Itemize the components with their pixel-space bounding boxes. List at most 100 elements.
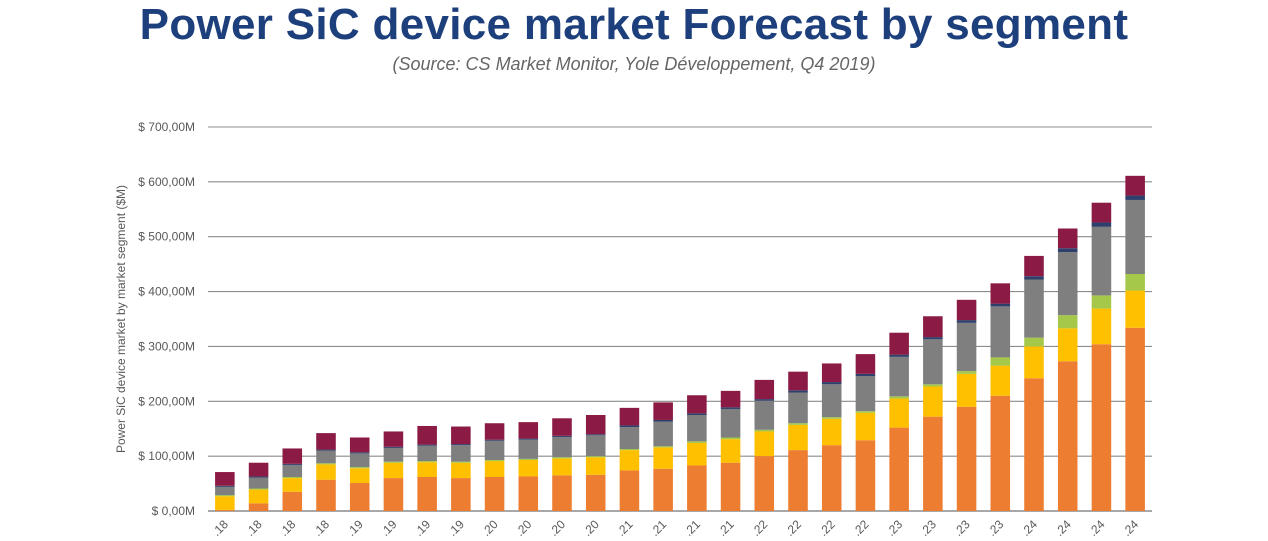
x-tick-label: .23: [917, 517, 939, 539]
bar-segment-4: [653, 421, 673, 447]
bar-segment-6: [619, 407, 640, 426]
bar-segment-6: [855, 354, 876, 374]
bar-segment-4: [788, 392, 808, 424]
bar-segment-4: [720, 408, 741, 438]
bar-segment-2: [619, 450, 640, 471]
bar-segment-2: [518, 459, 539, 477]
bar-segment-4: [316, 450, 336, 464]
x-tick-label: .24: [1120, 517, 1142, 539]
x-tick-label: .19: [412, 517, 434, 539]
bar-segment-3: [687, 441, 707, 443]
y-tick-label: $ 300,00M: [138, 339, 195, 353]
bar-segment-6: [585, 415, 606, 435]
x-tick-label: .24: [1018, 517, 1040, 539]
bar-segment-6: [1091, 202, 1112, 223]
bar-segment-4: [1125, 199, 1145, 275]
bar-segment-3: [215, 495, 235, 497]
bar-segment-3: [248, 488, 269, 490]
x-tick-label: .20: [546, 517, 568, 539]
bar-segment-3: [484, 459, 505, 462]
bar-segment-6: [1125, 175, 1145, 196]
bar-segment-2: [484, 461, 505, 477]
bar-segment-4: [619, 427, 640, 450]
bar-segment-3: [383, 461, 404, 463]
bar-segment-2: [855, 412, 876, 441]
bar-segment-4: [855, 376, 876, 412]
bar-segment-4: [552, 436, 572, 458]
bar-segment-5: [1091, 222, 1112, 227]
bar-segment-5: [720, 407, 741, 409]
bar-segment-1: [1125, 327, 1145, 511]
bar-segment-1: [990, 395, 1011, 511]
bar-segment-4: [248, 477, 269, 489]
x-tick-label: .21: [648, 517, 670, 539]
bar-segment-3: [889, 396, 909, 399]
bar-segment-1: [720, 462, 741, 511]
bar-segment-1: [788, 450, 808, 511]
bar-segment-6: [990, 283, 1011, 304]
bar-segment-4: [215, 486, 235, 496]
bar-segment-1: [687, 465, 707, 511]
y-tick-label: $ 0,00M: [152, 504, 195, 518]
bar-segment-4: [956, 322, 977, 372]
bar-segment-1: [889, 427, 909, 511]
bar-segment-1: [248, 503, 269, 511]
bar-segment-1: [619, 470, 640, 511]
bar-segment-5: [821, 382, 842, 385]
bar-segment-4: [282, 464, 303, 477]
page-subtitle: (Source: CS Market Monitor, Yole Dévelop…: [392, 54, 876, 74]
bar-segment-5: [215, 485, 235, 487]
bar-segment-3: [1057, 315, 1078, 329]
bar-segment-6: [956, 299, 977, 321]
bar-segment-5: [552, 435, 572, 437]
bar-segment-2: [585, 457, 606, 475]
bar-segment-4: [349, 453, 370, 468]
bar-segment-4: [1057, 252, 1078, 316]
bar-segment-3: [788, 423, 808, 425]
bar-segment-6: [1024, 255, 1044, 277]
bar-segment-4: [990, 306, 1011, 358]
y-tick-label: $ 400,00M: [138, 285, 195, 299]
x-tick-label: .24: [1086, 517, 1108, 539]
bar-segment-5: [1125, 195, 1145, 200]
bar-segment-2: [720, 439, 741, 463]
bar-segment-1: [821, 445, 842, 511]
bar-segment-6: [720, 390, 741, 408]
bar-segment-3: [417, 461, 437, 463]
bar-segment-5: [451, 444, 471, 446]
bar-segment-1: [417, 476, 437, 511]
x-tick-label: .20: [580, 517, 602, 539]
bar-segment-4: [821, 384, 842, 418]
bar-segment-4: [585, 435, 606, 457]
bar-segment-6: [417, 425, 437, 445]
bar-segment-3: [990, 357, 1011, 366]
bar-segment-5: [1024, 276, 1044, 280]
bar-segment-1: [484, 476, 505, 511]
bar-segment-2: [383, 462, 404, 479]
bar-segment-5: [349, 452, 370, 454]
bar-segment-1: [349, 483, 370, 511]
x-tick-label: .23: [951, 517, 973, 539]
bar-segment-2: [349, 468, 370, 484]
bar-segment-6: [484, 423, 505, 440]
bar-segment-3: [720, 437, 741, 440]
bar-segment-3: [855, 411, 876, 413]
bar-segment-4: [1091, 226, 1112, 296]
bar-segment-1: [518, 476, 539, 511]
bar-segment-6: [451, 426, 471, 445]
bar-segment-6: [821, 363, 842, 383]
bar-segment-5: [417, 444, 437, 446]
bar-segment-1: [282, 491, 303, 511]
bar-segment-4: [518, 439, 539, 459]
bar-segment-2: [215, 496, 235, 510]
y-tick-label: $ 100,00M: [138, 449, 195, 463]
bar-segment-1: [923, 416, 943, 511]
x-tick-label: .18: [310, 517, 332, 539]
bar-segment-4: [923, 339, 943, 385]
x-tick-label: .21: [715, 517, 737, 539]
x-tick-label: .22: [816, 517, 838, 539]
bar-segment-5: [754, 399, 775, 401]
bar-segment-1: [585, 474, 606, 511]
bar-segment-3: [518, 458, 539, 460]
bar-segment-1: [956, 406, 977, 511]
